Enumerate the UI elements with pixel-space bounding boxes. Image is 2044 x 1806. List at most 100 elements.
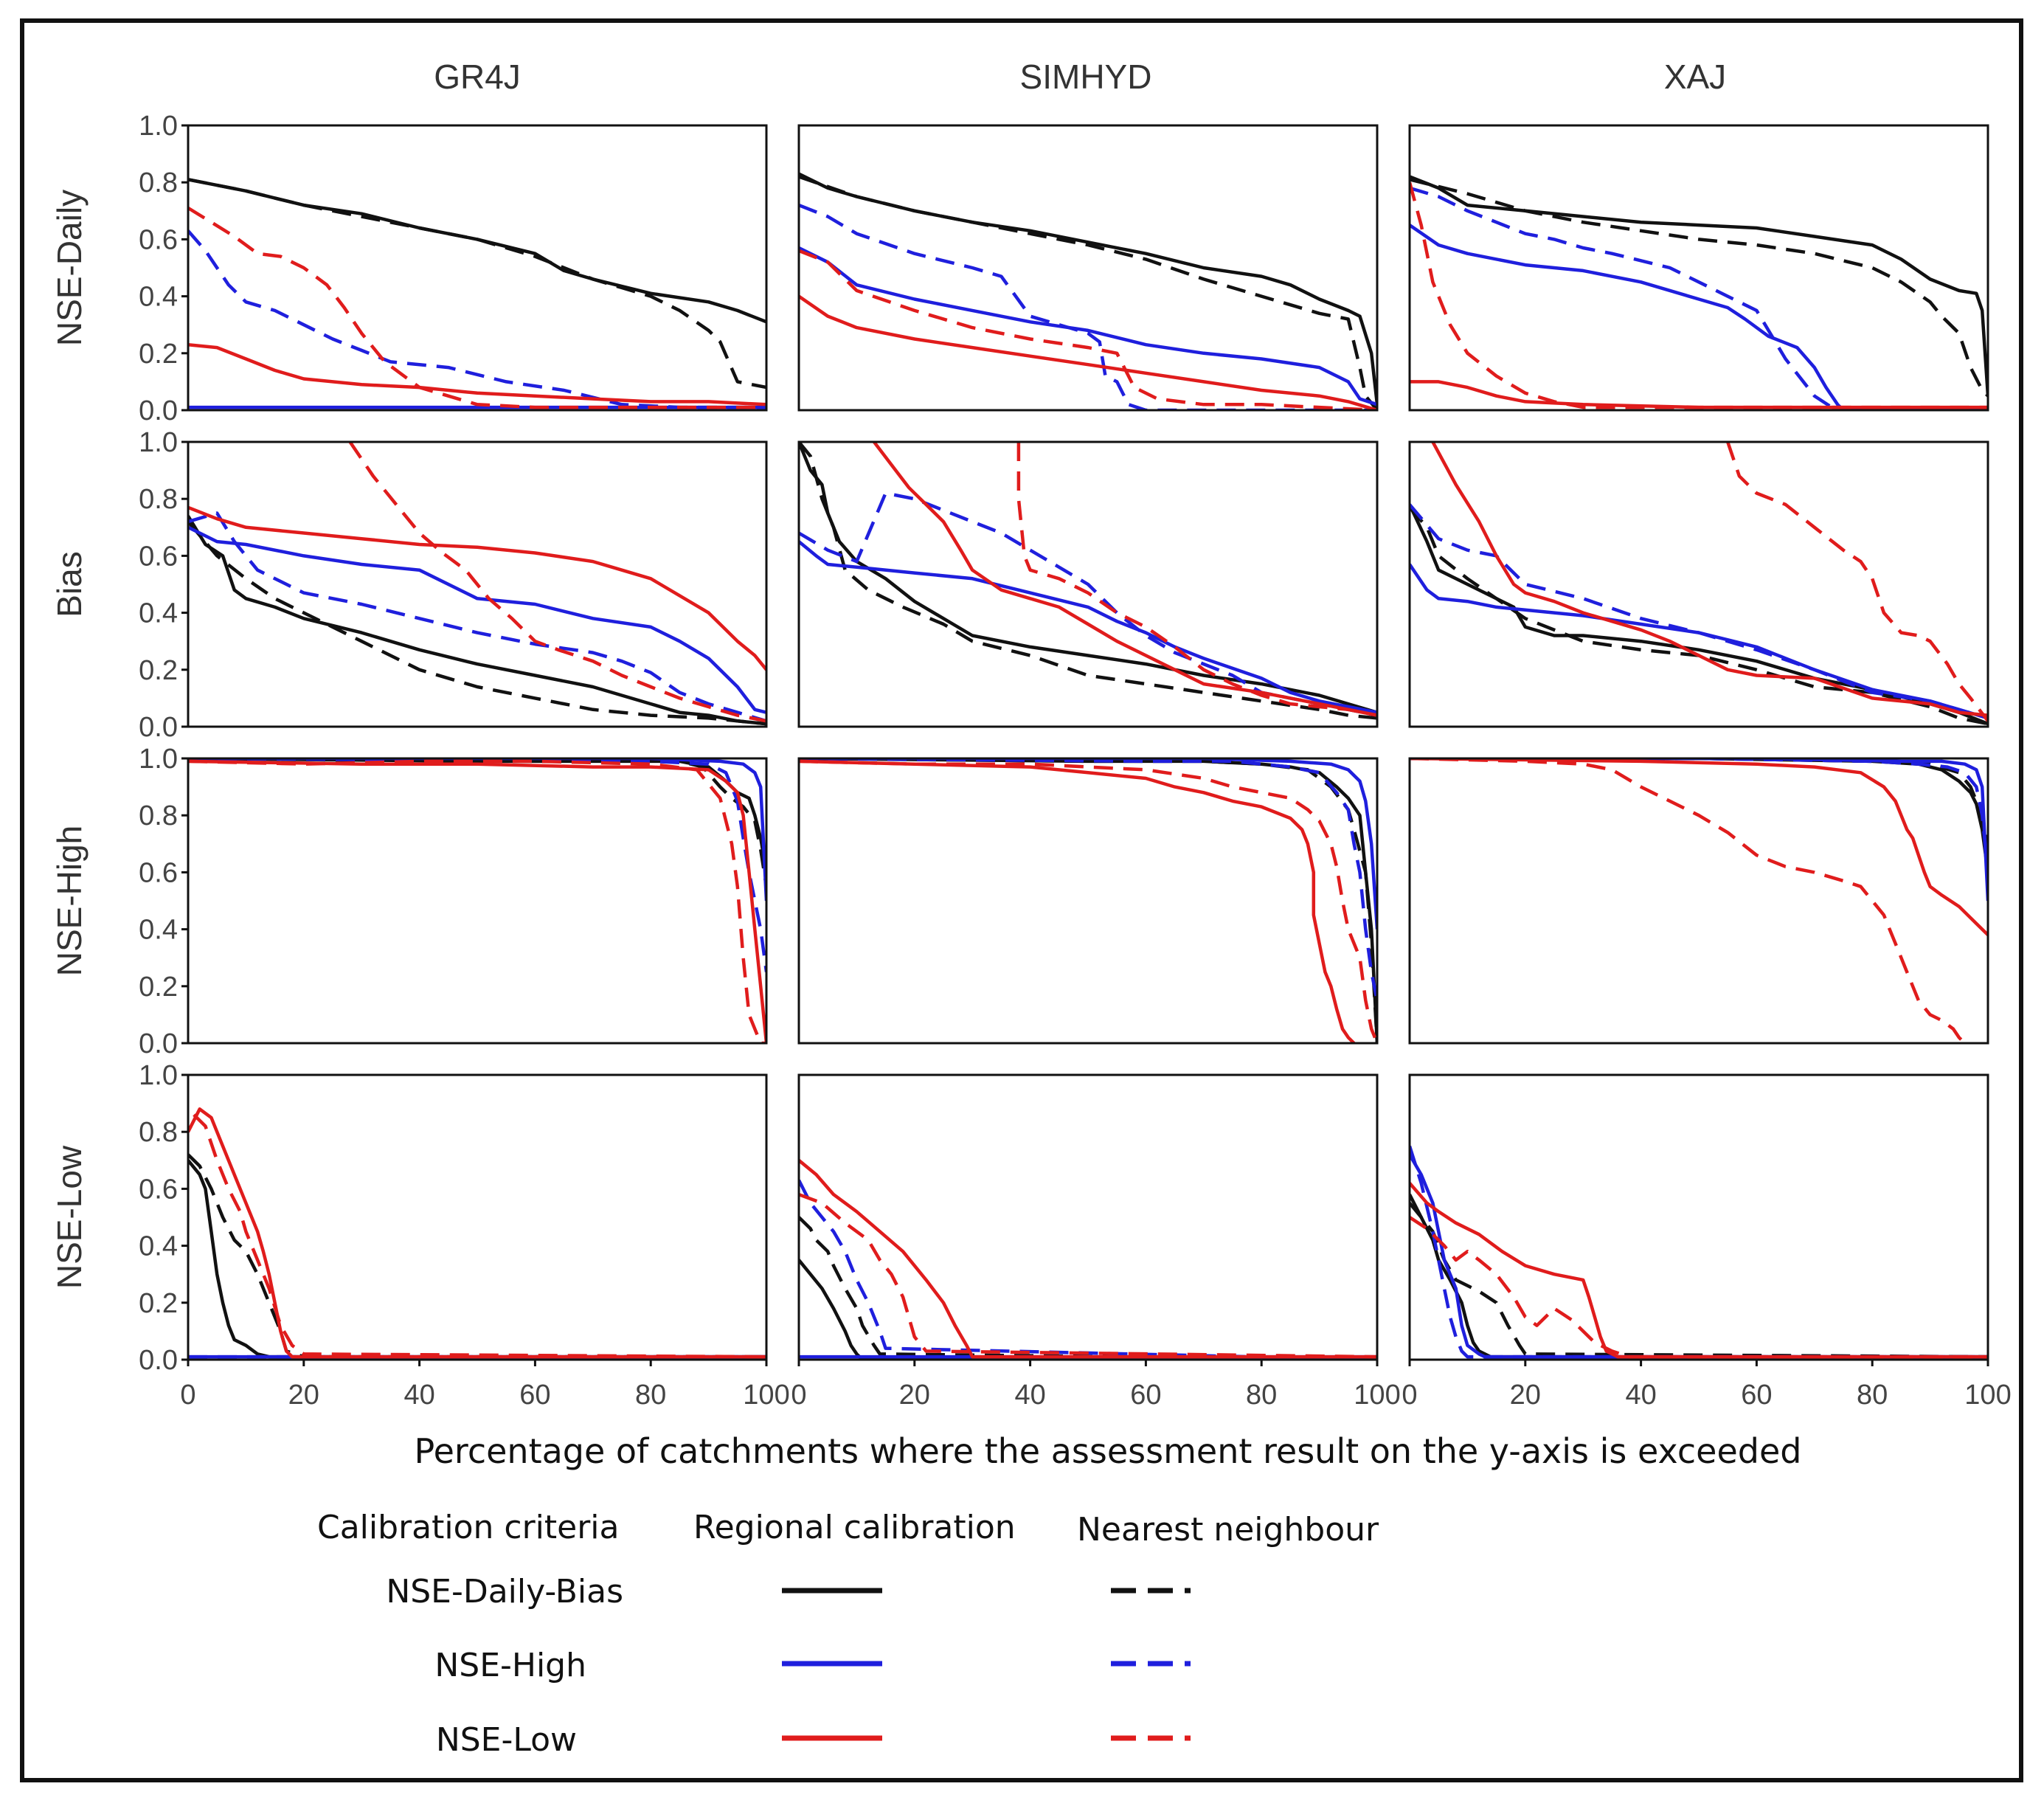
panel-nse-daily-simhyd-series-group <box>799 172 1377 410</box>
panel-nse-low-simhyd-x-tick-label: 100 <box>1354 1380 1400 1411</box>
panel-nse-low-gr4j-series-group <box>188 1107 766 1359</box>
legend: Calibration criteria Regional calibratio… <box>317 1509 1379 1759</box>
row-labels: NSE-Daily Bias NSE-High NSE-Low <box>50 190 89 1289</box>
panel-nse-low-gr4j-x-tick-label: 0 <box>180 1380 195 1411</box>
panel-nse-daily-gr4j-y-tick-label: 1.0 <box>139 111 178 142</box>
panel-bias-gr4j-series-nse-daily-bias-regional <box>188 515 766 726</box>
panel-bias-xaj-series-nse-low-nearest <box>1726 442 1988 722</box>
panel-nse-daily-gr4j-y-tick-label: 0.2 <box>139 339 178 370</box>
column-title-gr4j: GR4J <box>434 58 521 96</box>
panel-nse-daily-xaj-series-nse-high-regional <box>1410 224 1988 410</box>
panel-nse-daily-gr4j-y-tick-label: 0.0 <box>139 395 178 426</box>
panel-nse-low-gr4j-x-tick-label: 80 <box>635 1380 666 1411</box>
panel-bias-simhyd-series-nse-daily-bias-nearest <box>799 442 1377 720</box>
panel-nse-high-gr4j: 0.0 0.2 0.4 0.6 0.8 1.0 <box>139 744 768 1059</box>
panel-nse-low-xaj-series-nse-high-regional <box>1410 1153 1988 1359</box>
panel-nse-high-gr4j-y-tick-label: 0.6 <box>139 857 178 888</box>
panel-nse-high-simhyd-plot-area <box>799 758 1377 1043</box>
panel-nse-low-gr4j-y-tick-label: 1.0 <box>139 1060 178 1091</box>
panel-nse-daily-gr4j-series-nse-daily-bias-nearest <box>188 178 766 390</box>
panel-nse-high-gr4j-plot-area <box>188 758 766 1043</box>
panel-bias-gr4j-series-nse-low-regional <box>188 505 766 671</box>
row-label-bias: Bias <box>50 551 89 617</box>
panel-nse-high-gr4j-y-tick-label: 0.2 <box>139 972 178 1003</box>
panel-nse-daily-simhyd-series-nse-high-regional <box>799 246 1377 406</box>
panel-nse-low-xaj-series-nse-low-nearest <box>1410 1216 1988 1359</box>
panel-nse-daily-simhyd-series-nse-high-nearest <box>799 204 1377 410</box>
panel-nse-high-xaj-series-nse-high-nearest <box>1410 758 1988 873</box>
panel-bias-gr4j-series-nse-daily-bias-nearest <box>188 520 766 726</box>
panel-nse-low-gr4j-y-tick-label: 0.8 <box>139 1117 178 1148</box>
panel-nse-low-xaj-series-nse-daily-bias-regional <box>1410 1194 1988 1359</box>
panel-bias-gr4j: 0.0 0.2 0.4 0.6 0.8 1.0 <box>139 427 768 743</box>
panel-bias-xaj-series-nse-high-nearest <box>1410 503 1988 720</box>
panel-nse-low-gr4j-y-tick-label: 0.4 <box>139 1231 178 1262</box>
panel-nse-daily-xaj-series-nse-daily-bias-regional <box>1410 175 1988 396</box>
panel-nse-daily-gr4j-series-group <box>188 178 766 409</box>
panel-nse-high-xaj <box>1408 757 1989 1045</box>
panel-nse-high-gr4j-y-tick-label: 1.0 <box>139 744 178 775</box>
panel-nse-daily-gr4j-frame <box>187 124 768 412</box>
panel-nse-low-simhyd-x-tick-label: 60 <box>1130 1380 1161 1411</box>
panel-bias-gr4j-y-tick-label: 0.2 <box>139 655 178 686</box>
panel-nse-daily-gr4j-series-nse-low-nearest <box>188 206 766 409</box>
panel-nse-high-xaj-series-nse-low-regional <box>1410 758 1988 936</box>
panel-nse-low-simhyd-series-nse-daily-bias-nearest <box>799 1216 1377 1360</box>
panel-nse-low-gr4j-y-tick-label: 0.2 <box>139 1288 178 1319</box>
column-title-simhyd: SIMHYD <box>1020 58 1152 96</box>
panel-bias-simhyd-series-group <box>799 442 1377 720</box>
panel-nse-low-xaj-x-tick-label: 40 <box>1625 1380 1656 1411</box>
panel-nse-low-simhyd-x-tick-label: 20 <box>899 1380 930 1411</box>
panel-bias-xaj-frame <box>1408 440 1989 728</box>
panel-nse-daily-simhyd-series-nse-low-nearest <box>799 249 1377 410</box>
panel-nse-low-xaj-series-nse-daily-bias-nearest <box>1410 1202 1988 1359</box>
panel-bias-gr4j-y-tick-label: 0.0 <box>139 712 178 743</box>
panel-nse-low-simhyd-series-group <box>799 1159 1377 1360</box>
panel-nse-low-xaj-series-nse-high-nearest <box>1410 1145 1988 1359</box>
panel-nse-low-xaj: 0 20 40 60 80 100 <box>1402 1073 2012 1411</box>
panel-nse-daily-simhyd-frame <box>797 124 1379 412</box>
panel-nse-daily-xaj-series-group <box>1410 175 1988 410</box>
panel-nse-daily-simhyd-series-nse-low-regional <box>799 294 1377 410</box>
panel-bias-gr4j-series-nse-low-nearest <box>348 442 766 723</box>
panel-bias-xaj-series-nse-low-regional <box>1431 442 1988 717</box>
panel-nse-low-gr4j-y-tick-label: 0.0 <box>139 1345 178 1376</box>
panel-nse-low-xaj-x-tick-label: 80 <box>1857 1380 1888 1411</box>
panel-nse-low-xaj-x-tick-label: 100 <box>1964 1380 2011 1411</box>
panel-nse-high-simhyd-series-nse-low-nearest <box>799 759 1377 1043</box>
panel-nse-low-gr4j-frame <box>187 1073 768 1361</box>
panel-nse-daily-xaj-series-nse-low-nearest <box>1410 181 1988 409</box>
panel-nse-low-gr4j-plot-area <box>188 1075 766 1360</box>
panel-nse-high-gr4j-series-nse-low-regional <box>188 759 766 1043</box>
panel-nse-low-simhyd-x-tick-label: 40 <box>1014 1380 1045 1411</box>
row-label-nse-high: NSE-High <box>50 826 89 977</box>
panel-nse-daily-xaj-series-nse-low-regional <box>1410 380 1988 409</box>
panel-nse-high-simhyd-series-nse-low-regional <box>799 759 1356 1043</box>
panel-bias-gr4j-series-nse-high-nearest <box>188 511 766 723</box>
legend-label-nse-daily-bias: NSE-Daily-Bias <box>386 1573 623 1610</box>
column-title-xaj: XAJ <box>1664 58 1726 96</box>
panels: 0.00.20.40.60.81.00.00.20.40.60.81.00.00… <box>139 111 2012 1411</box>
row-label-nse-low: NSE-Low <box>50 1145 89 1289</box>
panel-bias-gr4j-frame <box>187 440 768 728</box>
panel-nse-low-simhyd: 0 20 40 60 80 100 <box>791 1073 1401 1411</box>
legend-header-nearest: Nearest neighbour <box>1077 1511 1379 1549</box>
panel-nse-daily-xaj-series-nse-daily-bias-nearest <box>1410 178 1988 398</box>
panel-bias-simhyd <box>797 440 1379 728</box>
panel-nse-high-simhyd-frame <box>797 757 1379 1045</box>
figure-frame <box>20 18 2023 1782</box>
panel-nse-daily-simhyd-plot-area <box>799 125 1377 410</box>
panel-nse-low-simhyd-series-nse-low-nearest <box>799 1192 1377 1359</box>
panel-nse-low-simhyd-x-tick-label: 0 <box>791 1380 806 1411</box>
panel-nse-low-simhyd-frame <box>797 1073 1379 1361</box>
panel-nse-daily-gr4j-y-tick-label: 0.4 <box>139 282 178 313</box>
panel-nse-daily-gr4j-series-nse-high-nearest <box>188 229 766 409</box>
panel-nse-daily-gr4j: 0.0 0.2 0.4 0.6 0.8 1.0 <box>139 111 768 426</box>
panel-nse-high-gr4j-series-group <box>188 758 766 1043</box>
panel-nse-low-xaj-plot-area <box>1410 1075 1988 1360</box>
panel-nse-high-xaj-series-nse-low-nearest <box>1410 758 1967 1043</box>
panel-nse-low-xaj-x-tick-label: 60 <box>1741 1380 1772 1411</box>
panel-nse-high-gr4j-series-nse-high-regional <box>188 758 766 902</box>
panel-nse-low-gr4j: 0.0 0.2 0.4 0.6 0.8 1.0 0 20 40 60 80 100 <box>139 1060 790 1411</box>
